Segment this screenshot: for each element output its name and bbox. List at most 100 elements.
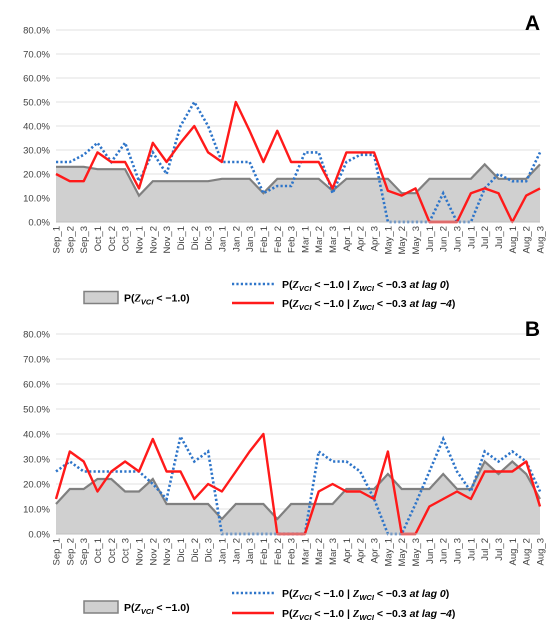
series-area-line [55, 459, 541, 521]
legend-label-lag4: P(ZVCI < −1.0 | ZWCI < −0.3 at lag −4) [282, 298, 455, 310]
x-tick-label: Feb_3 [287, 538, 298, 565]
y-tick-label: 70.0% [23, 355, 50, 366]
x-tick-label: Jan_3 [245, 226, 256, 252]
x-tick-label: Oct_3 [121, 226, 132, 251]
chart-panel-a: 0.0% 10.0% 20.0% 30.0% 40.0% 50.0% 60.0% 70.0% 8… [23, 12, 547, 310]
x-tick-label: Sep_2 [65, 226, 76, 253]
legend-label-lag0: P(ZVCI < −1.0 | ZWCI < −0.3 at lag 0) [282, 279, 449, 293]
x-tick-label: Aug_3 [536, 538, 547, 565]
y-tick-label: 40.0% [23, 430, 50, 441]
x-tick-label: Feb_2 [273, 226, 284, 253]
x-tick-label: Oct_2 [107, 538, 118, 563]
y-tick-label: 80.0% [23, 26, 50, 37]
x-tick-label: Apr_3 [370, 226, 381, 251]
x-tick-label: Jun_2 [439, 538, 450, 564]
x-tick-label: Aug_2 [522, 538, 533, 565]
legend-swatch-area [83, 290, 119, 305]
x-tick-label: Feb_3 [287, 226, 298, 253]
x-tick-label: May_1 [383, 226, 394, 255]
x-tick-label: Jul_2 [480, 226, 491, 249]
x-tick-label: Apr_1 [342, 538, 353, 563]
x-tick-label: Oct_3 [121, 538, 132, 563]
y-tick-label: 20.0% [23, 480, 50, 491]
y-tick-label: 10.0% [23, 194, 50, 205]
legend-label-area: P(ZVCI < −1.0) [124, 293, 190, 307]
x-tick-label: Feb_1 [259, 226, 270, 253]
x-tick-label: Dic_3 [204, 226, 215, 250]
y-tick-label: 10.0% [23, 505, 50, 516]
x-tick-label: May_1 [383, 538, 394, 567]
x-tick-label: Sep_3 [79, 538, 90, 565]
x-tick-label: Jul_3 [494, 538, 505, 561]
x-tick-label: Aug_1 [508, 226, 519, 253]
x-tick-label: May_2 [397, 226, 408, 255]
x-tick-label: Nov_2 [148, 538, 159, 565]
x-tick-label: Jun_1 [425, 226, 436, 252]
y-tick-label: 30.0% [23, 455, 50, 466]
legend-label-lag4: P(ZVCI < −1.0 | ZWCI < −0.3 at lag −4) [282, 608, 455, 621]
x-tick-label: Mar_2 [314, 538, 325, 565]
x-tick-label: Jan_2 [231, 226, 242, 252]
x-tick-label: Jul_1 [466, 226, 477, 249]
x-tick-label: Mar_1 [300, 226, 311, 253]
series-area-fill [56, 461, 540, 534]
legend-swatch-area [83, 600, 119, 614]
x-tick-label: Mar_3 [328, 226, 339, 253]
y-tick-label: 0.0% [28, 218, 50, 229]
y-tick-label: 80.0% [23, 330, 50, 341]
x-tick-label: Apr_1 [342, 226, 353, 251]
x-tick-label: Aug_2 [522, 226, 533, 253]
x-tick-label: Sep_2 [65, 538, 76, 565]
x-tick-label: Jul_1 [466, 538, 477, 561]
x-tick-label: Sep_3 [79, 226, 90, 253]
x-tick-label: Apr_3 [370, 538, 381, 563]
x-tick-label: Sep_1 [52, 226, 63, 253]
x-tick-label: Jan_1 [217, 226, 228, 252]
x-tick-label: Sep_1 [52, 538, 63, 565]
x-tick-label: Oct_2 [107, 226, 118, 251]
x-tick-label: Apr_2 [356, 226, 367, 251]
series-lag4-line [55, 100, 541, 224]
x-tick-label: Feb_1 [259, 538, 270, 565]
x-tick-label: Dic_1 [176, 538, 187, 562]
panel-label-a: A [525, 12, 540, 35]
x-tick-label: Dic_2 [190, 226, 201, 250]
x-tick-label: Nov_2 [148, 226, 159, 253]
y-tick-label: 0.0% [28, 530, 50, 541]
x-tick-label: Dic_3 [204, 538, 215, 562]
x-tick-label: Mar_1 [300, 538, 311, 565]
panel-label-b: B [525, 318, 540, 341]
x-tick-label: Jun_3 [453, 538, 464, 564]
y-tick-label: 50.0% [23, 98, 50, 109]
x-tick-label: Mar_3 [328, 538, 339, 565]
x-tick-label: Jun_2 [439, 226, 450, 252]
x-tick-label: Mar_2 [314, 226, 325, 253]
x-tick-label: Jan_3 [245, 538, 256, 564]
series-area-fill [56, 164, 540, 222]
x-tick-label: Nov_3 [162, 226, 173, 253]
y-tick-label: 40.0% [23, 122, 50, 133]
x-tick-label: Jan_1 [217, 538, 228, 564]
x-tick-label: Oct_1 [93, 538, 104, 563]
x-tick-label: May_3 [411, 538, 422, 567]
x-tick-label: May_2 [397, 538, 408, 567]
x-tick-label: Oct_1 [93, 226, 104, 251]
y-tick-label: 70.0% [23, 50, 50, 61]
x-tick-label: Aug_1 [508, 538, 519, 565]
x-tick-label: Nov_1 [134, 226, 145, 253]
x-tick-label: Dic_1 [176, 226, 187, 250]
x-tick-label: Nov_3 [162, 538, 173, 565]
legend-label-lag0: P(ZVCI < −1.0 | ZWCI < −0.3 at lag 0) [282, 588, 449, 602]
x-tick-label: Nov_1 [134, 538, 145, 565]
x-tick-label: Jul_3 [494, 226, 505, 249]
y-tick-label: 20.0% [23, 170, 50, 181]
series-area-line [56, 162, 541, 198]
x-tick-label: Apr_2 [356, 538, 367, 563]
chart-panel-b: 0.0% 10.0% 20.0% 30.0% 40.0% 50.0% 60.0% 70.0% 8… [23, 318, 547, 621]
x-tick-label: Aug_3 [536, 226, 547, 253]
x-tick-label: Jan_2 [231, 538, 242, 564]
x-tick-label: Jun_1 [425, 538, 436, 564]
legend-label-area: P(ZVCI < −1.0) [124, 602, 190, 616]
x-tick-label: Jun_3 [453, 226, 464, 252]
y-tick-label: 50.0% [23, 405, 50, 416]
